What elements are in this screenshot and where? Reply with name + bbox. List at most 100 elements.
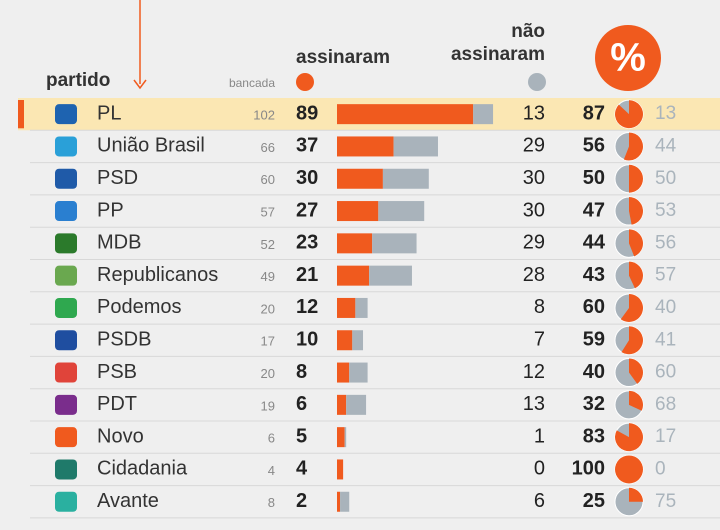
party-logo	[55, 265, 77, 286]
not-signed-bar	[382, 168, 429, 189]
seats: 49	[261, 269, 275, 284]
not-signed-percent: 56	[655, 232, 676, 253]
signed-count: 27	[296, 199, 318, 221]
party-header: partido	[46, 70, 110, 91]
party-name: Cidadania	[97, 458, 188, 480]
signed-count: 4	[296, 458, 308, 480]
signed-bar	[337, 168, 383, 189]
not-signed-bar	[372, 233, 417, 254]
seats: 17	[261, 334, 275, 349]
party-logo	[55, 136, 77, 157]
seats: 6	[268, 431, 275, 446]
party-logo	[55, 394, 77, 415]
signed-count: 37	[296, 135, 318, 157]
signed-count: 5	[296, 425, 307, 447]
party-logo	[55, 168, 77, 189]
not-signed-count: 30	[523, 167, 545, 189]
not-signed-percent: 41	[655, 329, 676, 350]
party-name: Republicanos	[97, 264, 218, 286]
signed-header: assinaram	[296, 47, 390, 68]
party-logo	[55, 491, 77, 512]
not-signed-bar	[355, 297, 368, 318]
not-signed-dot	[528, 73, 546, 91]
party-logo	[55, 459, 77, 480]
signed-bar	[337, 394, 347, 415]
signed-percent: 25	[583, 490, 605, 512]
not-signed-percent: 57	[655, 265, 676, 286]
not-signed-bar	[344, 427, 347, 448]
party-name: PSD	[97, 167, 138, 189]
not-signed-bar	[349, 362, 368, 383]
signed-count: 23	[296, 232, 318, 254]
pie-signed	[629, 164, 643, 193]
not-signed-count: 30	[523, 199, 545, 221]
party-name: PP	[97, 199, 124, 221]
signed-percent: 50	[583, 167, 605, 189]
not-signed-bar	[352, 330, 364, 351]
not-signed-percent: 68	[655, 394, 676, 415]
party-name: PL	[97, 102, 121, 124]
signed-bar	[337, 265, 370, 286]
party-name: MDB	[97, 232, 141, 254]
pie-signed	[629, 261, 644, 289]
not-signed-percent: 0	[655, 458, 666, 479]
seats: 20	[261, 366, 275, 381]
pie-signed	[615, 100, 643, 129]
party-logo	[55, 201, 77, 222]
party-name: PSDB	[97, 329, 151, 351]
seats: 19	[261, 398, 275, 413]
party-logo	[55, 330, 77, 351]
signed-percent: 59	[583, 329, 605, 351]
signed-bar	[337, 233, 373, 254]
not-signed-bar	[393, 136, 438, 157]
signed-bar	[337, 201, 379, 222]
signed-percent: 43	[583, 264, 605, 286]
signed-bar	[337, 362, 350, 383]
signed-count: 21	[296, 264, 318, 286]
seats-header: bancada	[229, 76, 275, 90]
seats: 4	[268, 463, 275, 478]
signed-count: 6	[296, 393, 307, 415]
seats: 102	[253, 108, 275, 123]
party-logo	[55, 297, 77, 318]
signed-bar	[337, 104, 474, 125]
pie-signed	[629, 390, 643, 411]
not-signed-bar	[473, 104, 494, 125]
party-logo	[55, 362, 77, 383]
not-signed-percent: 60	[655, 362, 676, 383]
party-name: União Brasil	[97, 135, 205, 157]
not-signed-bar	[369, 265, 412, 286]
signed-count: 2	[296, 490, 307, 512]
not-signed-count: 7	[534, 329, 545, 351]
not-signed-bar	[346, 394, 367, 415]
not-signed-bar	[378, 201, 425, 222]
party-logo	[55, 104, 77, 125]
pie-signed	[623, 132, 643, 161]
pie-signed	[629, 487, 643, 502]
signed-count: 10	[296, 329, 318, 351]
signed-percent: 60	[583, 296, 605, 318]
seats: 52	[261, 237, 275, 252]
not-signed-count: 1	[534, 425, 545, 447]
seats: 60	[261, 172, 275, 187]
arrow-head	[133, 79, 147, 90]
party-logo	[55, 427, 77, 448]
party-name: PSB	[97, 361, 137, 383]
not-signed-header: não assinaram	[450, 21, 545, 65]
percent-header: %	[610, 36, 646, 80]
pie-signed	[629, 229, 643, 257]
signed-bar	[337, 297, 356, 318]
seats: 20	[261, 301, 275, 316]
signed-bar	[337, 136, 394, 157]
not-signed-count: 6	[534, 490, 545, 512]
percent-badge	[595, 25, 661, 91]
signed-percent: 83	[583, 425, 605, 447]
not-signed-count: 13	[523, 393, 545, 415]
signed-percent: 32	[583, 393, 605, 415]
not-signed-count: 0	[534, 458, 545, 480]
seats: 57	[261, 204, 275, 219]
not-signed-percent: 53	[655, 200, 676, 221]
seats: 8	[268, 495, 275, 510]
pie-signed	[620, 293, 644, 322]
